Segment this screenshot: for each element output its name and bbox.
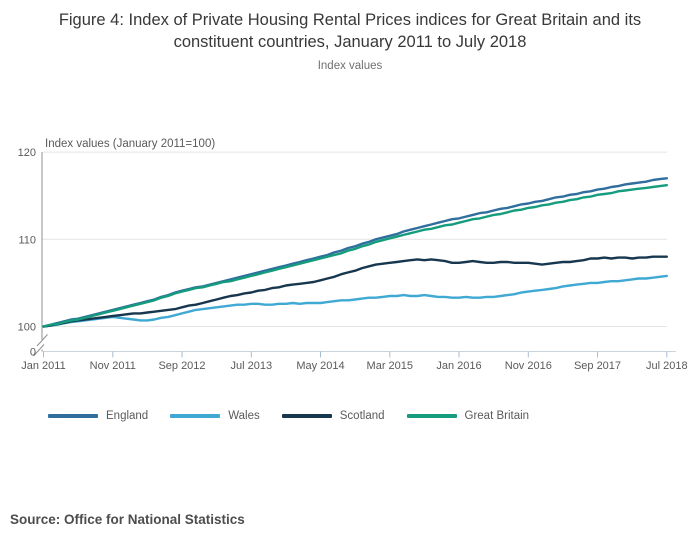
x-tick-label: Jul 2018 — [646, 360, 688, 372]
series-line-wales — [42, 274, 668, 328]
chart-series — [42, 177, 668, 328]
chart-text: Index values (January 2011=100) 120 110 10… — [18, 138, 688, 372]
legend-item-england: England — [48, 410, 148, 422]
legend-label: Great Britain — [464, 410, 530, 422]
x-tick-label: Sep 2017 — [574, 360, 621, 372]
legend-label: Wales — [228, 410, 260, 422]
x-tick-label: Sep 2012 — [158, 360, 205, 372]
series-line-great-britain — [42, 184, 668, 328]
legend-swatch — [48, 414, 98, 418]
x-tick-label: Mar 2015 — [367, 360, 413, 372]
x-tick-label: May 2014 — [296, 360, 344, 372]
figure-subtitle: Index values — [317, 60, 383, 72]
legend-label: Scotland — [339, 410, 385, 422]
y-axis-title: Index values (January 2011=100) — [45, 138, 215, 150]
figure-title: Figure 4: Index of Private Housing Renta… — [58, 11, 642, 51]
chart-gridlines — [42, 151, 667, 327]
y-tick-label-100: 100 — [18, 322, 36, 334]
axis-break-slash — [33, 344, 45, 357]
x-tick-label: Jul 2013 — [231, 360, 273, 372]
series-line-scotland — [42, 255, 668, 328]
legend-label: England — [106, 410, 149, 422]
axis-break-slash — [36, 334, 48, 347]
legend-swatch — [170, 414, 221, 418]
x-tick-label: Nov 2016 — [505, 360, 552, 372]
chart-canvas: Index values (January 2011=100) 120 110 10… — [18, 138, 688, 372]
y-tick-label-0: 0 — [30, 347, 36, 359]
y-tick-label-120: 120 — [18, 147, 36, 159]
x-tick-label: Jan 2011 — [21, 360, 65, 372]
chart-axes — [33, 152, 676, 358]
legend-item-great-britain: Great Britain — [406, 410, 530, 422]
y-tick-label-110: 110 — [18, 234, 36, 246]
legend-swatch — [406, 414, 457, 418]
legend-item-wales: Wales — [170, 410, 260, 422]
chart-legend: England Wales Scotland Great Britain — [48, 410, 529, 422]
x-tick-label: Jan 2016 — [436, 360, 481, 372]
legend-item-scotland: Scotland — [281, 410, 385, 422]
legend-swatch — [281, 414, 332, 418]
x-tick-label: Nov 2011 — [90, 360, 136, 372]
source-text: Source: Office for National Statistics — [10, 512, 245, 527]
